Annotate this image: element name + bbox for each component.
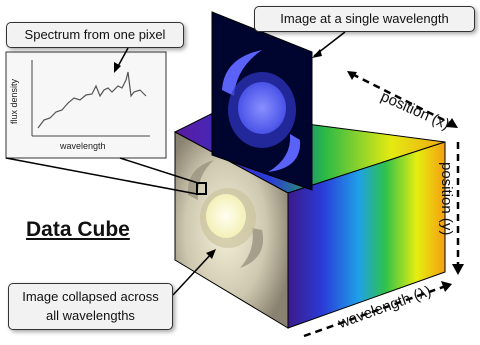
callout-image-collapsed-line2: all wavelengths [46,308,135,323]
spectrum-plot-box [5,51,167,159]
slice-galaxy [222,50,301,172]
collapsed-galaxy [187,160,264,268]
connector-line-bottom [5,157,198,195]
callout-spectrum-one-pixel-text: Spectrum from one pixel [24,27,166,42]
diagram-title: Data Cube [26,218,130,241]
callout-image-single-wavelength-text: Image at a single wavelength [280,11,449,26]
axis-y-label: position (y) [438,162,455,236]
arrow-slice-head [312,49,322,58]
axis-lambda-arrow [303,281,452,338]
selected-pixel-marker [196,182,207,195]
spectrum-plot-xlabel: wavelength [60,141,106,151]
callout-image-collapsed: Image collapsed across all wavelengths [8,283,173,330]
callout-spectrum-one-pixel: Spectrum from one pixel [6,22,184,48]
callout-image-single-wavelength: Image at a single wavelength [254,6,475,32]
spectrum-plot-axes [31,60,150,137]
axis-y-arrow [452,142,464,275]
arrow-collapsed-callout [172,251,214,296]
spectrum-plot-ylabel: flux density [9,78,19,124]
connector-line-top [119,157,199,184]
spectrum-curve [37,71,147,129]
callout-image-collapsed-line1: Image collapsed across [22,289,159,304]
collapsed-core [206,194,246,238]
arrow-spectrum-head [114,62,121,73]
arrow-collapsed-head [206,249,216,259]
axis-x-arrow [347,71,458,128]
